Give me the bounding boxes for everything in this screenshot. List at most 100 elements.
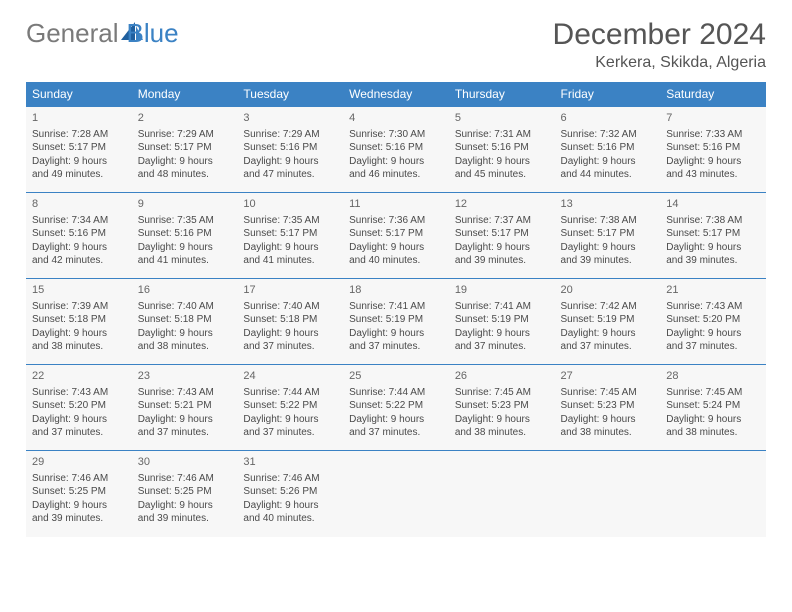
cell-dl2: and 49 minutes. (32, 168, 126, 182)
cell-sunrise: Sunrise: 7:32 AM (561, 128, 655, 142)
cell-sunset: Sunset: 5:25 PM (138, 485, 232, 499)
day-number: 4 (349, 111, 443, 126)
calendar-cell: 18Sunrise: 7:41 AMSunset: 5:19 PMDayligh… (343, 279, 449, 365)
calendar-row: 15Sunrise: 7:39 AMSunset: 5:18 PMDayligh… (26, 279, 766, 365)
calendar-head: SundayMondayTuesdayWednesdayThursdayFrid… (26, 82, 766, 107)
cell-dl1: Daylight: 9 hours (138, 499, 232, 513)
cell-dl1: Daylight: 9 hours (32, 241, 126, 255)
cell-sunset: Sunset: 5:26 PM (243, 485, 337, 499)
cell-dl1: Daylight: 9 hours (138, 241, 232, 255)
brand-general: General (26, 18, 119, 49)
cell-dl2: and 37 minutes. (243, 426, 337, 440)
calendar-cell: 11Sunrise: 7:36 AMSunset: 5:17 PMDayligh… (343, 193, 449, 279)
calendar-cell: 2Sunrise: 7:29 AMSunset: 5:17 PMDaylight… (132, 107, 238, 193)
day-number: 21 (666, 283, 760, 298)
cell-dl2: and 37 minutes. (138, 426, 232, 440)
day-number: 11 (349, 197, 443, 212)
cell-sunrise: Sunrise: 7:34 AM (32, 214, 126, 228)
cell-sunset: Sunset: 5:17 PM (455, 227, 549, 241)
calendar-cell: 4Sunrise: 7:30 AMSunset: 5:16 PMDaylight… (343, 107, 449, 193)
calendar-cell: 16Sunrise: 7:40 AMSunset: 5:18 PMDayligh… (132, 279, 238, 365)
calendar-cell: 20Sunrise: 7:42 AMSunset: 5:19 PMDayligh… (555, 279, 661, 365)
cell-dl1: Daylight: 9 hours (32, 499, 126, 513)
cell-sunrise: Sunrise: 7:43 AM (32, 386, 126, 400)
day-number: 24 (243, 369, 337, 384)
cell-dl2: and 39 minutes. (138, 512, 232, 526)
calendar-cell (449, 451, 555, 537)
cell-dl2: and 37 minutes. (349, 426, 443, 440)
cell-dl2: and 38 minutes. (138, 340, 232, 354)
cell-dl1: Daylight: 9 hours (138, 413, 232, 427)
cell-dl2: and 41 minutes. (138, 254, 232, 268)
calendar-cell: 21Sunrise: 7:43 AMSunset: 5:20 PMDayligh… (660, 279, 766, 365)
calendar-cell: 29Sunrise: 7:46 AMSunset: 5:25 PMDayligh… (26, 451, 132, 537)
cell-sunrise: Sunrise: 7:42 AM (561, 300, 655, 314)
brand-logo: General Blue (26, 18, 179, 49)
day-number: 25 (349, 369, 443, 384)
cell-dl1: Daylight: 9 hours (243, 327, 337, 341)
cell-dl1: Daylight: 9 hours (349, 413, 443, 427)
cell-sunset: Sunset: 5:21 PM (138, 399, 232, 413)
calendar-row: 22Sunrise: 7:43 AMSunset: 5:20 PMDayligh… (26, 365, 766, 451)
cell-sunset: Sunset: 5:19 PM (561, 313, 655, 327)
calendar-cell (343, 451, 449, 537)
cell-dl1: Daylight: 9 hours (32, 327, 126, 341)
column-header: Sunday (26, 82, 132, 107)
cell-dl1: Daylight: 9 hours (243, 499, 337, 513)
cell-sunrise: Sunrise: 7:44 AM (243, 386, 337, 400)
location-subtitle: Kerkera, Skikda, Algeria (553, 54, 766, 72)
cell-dl1: Daylight: 9 hours (561, 413, 655, 427)
cell-dl2: and 38 minutes. (666, 426, 760, 440)
cell-sunset: Sunset: 5:17 PM (561, 227, 655, 241)
cell-dl2: and 37 minutes. (666, 340, 760, 354)
calendar-cell (555, 451, 661, 537)
cell-dl1: Daylight: 9 hours (138, 327, 232, 341)
brand-blue: Blue (127, 18, 179, 49)
day-number: 16 (138, 283, 232, 298)
day-number: 28 (666, 369, 760, 384)
cell-dl2: and 37 minutes. (243, 340, 337, 354)
day-number: 17 (243, 283, 337, 298)
calendar-cell: 26Sunrise: 7:45 AMSunset: 5:23 PMDayligh… (449, 365, 555, 451)
cell-dl2: and 38 minutes. (455, 426, 549, 440)
cell-sunset: Sunset: 5:16 PM (32, 227, 126, 241)
calendar-table: SundayMondayTuesdayWednesdayThursdayFrid… (26, 82, 766, 537)
calendar-cell: 19Sunrise: 7:41 AMSunset: 5:19 PMDayligh… (449, 279, 555, 365)
calendar-cell: 1Sunrise: 7:28 AMSunset: 5:17 PMDaylight… (26, 107, 132, 193)
calendar-body: 1Sunrise: 7:28 AMSunset: 5:17 PMDaylight… (26, 107, 766, 537)
cell-dl2: and 44 minutes. (561, 168, 655, 182)
day-number: 5 (455, 111, 549, 126)
day-number: 10 (243, 197, 337, 212)
day-number: 30 (138, 455, 232, 470)
cell-dl2: and 48 minutes. (138, 168, 232, 182)
cell-sunset: Sunset: 5:17 PM (32, 141, 126, 155)
calendar-cell: 24Sunrise: 7:44 AMSunset: 5:22 PMDayligh… (237, 365, 343, 451)
cell-sunrise: Sunrise: 7:43 AM (138, 386, 232, 400)
cell-dl1: Daylight: 9 hours (32, 413, 126, 427)
cell-sunset: Sunset: 5:17 PM (666, 227, 760, 241)
day-number: 29 (32, 455, 126, 470)
cell-dl1: Daylight: 9 hours (561, 155, 655, 169)
cell-sunrise: Sunrise: 7:33 AM (666, 128, 760, 142)
calendar-cell: 6Sunrise: 7:32 AMSunset: 5:16 PMDaylight… (555, 107, 661, 193)
cell-sunset: Sunset: 5:20 PM (32, 399, 126, 413)
day-number: 14 (666, 197, 760, 212)
day-number: 13 (561, 197, 655, 212)
cell-dl2: and 37 minutes. (561, 340, 655, 354)
cell-sunset: Sunset: 5:17 PM (138, 141, 232, 155)
cell-dl2: and 47 minutes. (243, 168, 337, 182)
cell-dl2: and 40 minutes. (243, 512, 337, 526)
cell-sunrise: Sunrise: 7:46 AM (32, 472, 126, 486)
day-number: 20 (561, 283, 655, 298)
cell-sunrise: Sunrise: 7:38 AM (666, 214, 760, 228)
cell-sunrise: Sunrise: 7:46 AM (138, 472, 232, 486)
cell-dl1: Daylight: 9 hours (666, 327, 760, 341)
cell-dl2: and 38 minutes. (561, 426, 655, 440)
cell-sunset: Sunset: 5:19 PM (349, 313, 443, 327)
column-header: Monday (132, 82, 238, 107)
cell-dl1: Daylight: 9 hours (455, 155, 549, 169)
cell-sunrise: Sunrise: 7:45 AM (561, 386, 655, 400)
cell-sunset: Sunset: 5:16 PM (455, 141, 549, 155)
cell-dl2: and 37 minutes. (32, 426, 126, 440)
calendar-cell: 23Sunrise: 7:43 AMSunset: 5:21 PMDayligh… (132, 365, 238, 451)
